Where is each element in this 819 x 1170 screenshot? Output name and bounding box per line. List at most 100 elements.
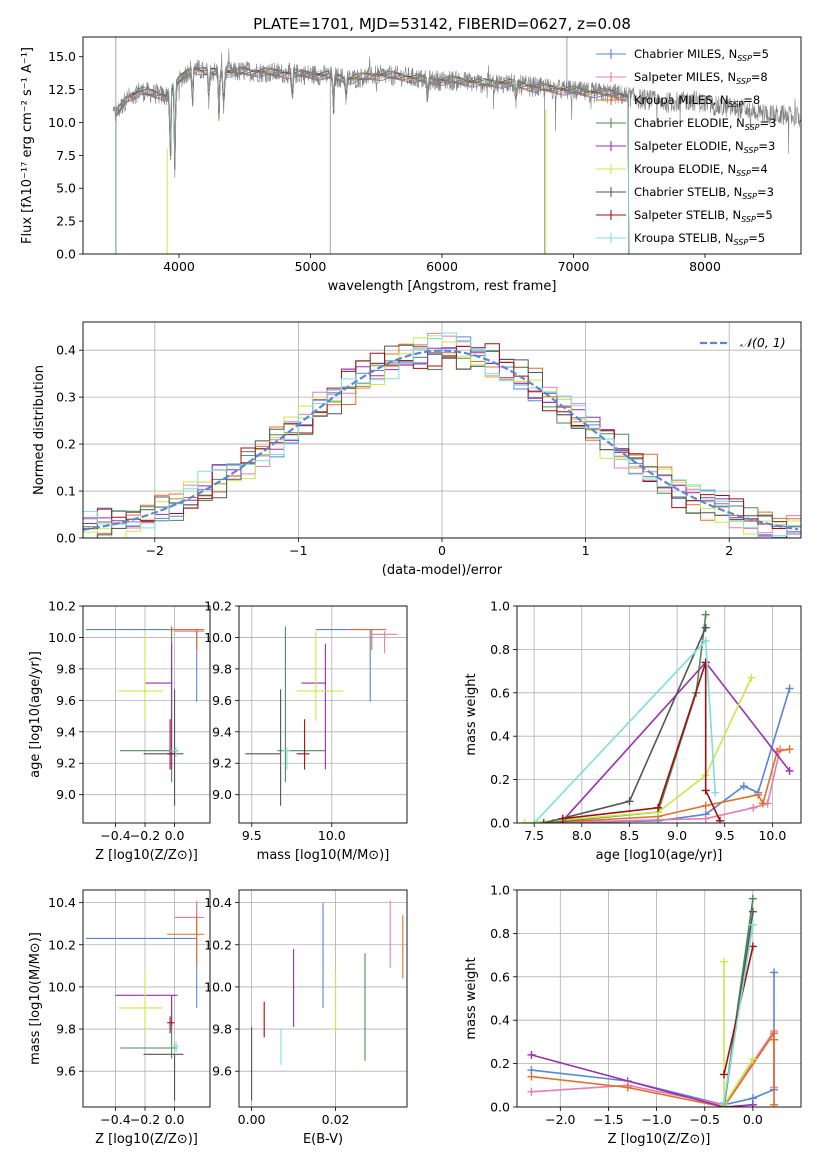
legend-value: =3 xyxy=(760,116,777,130)
errorbar-point-chabrier_elodie xyxy=(119,995,178,1059)
y-tick-label: 5.0 xyxy=(56,181,76,196)
weight-marker-kroupa_elodie xyxy=(748,1055,757,1064)
x-axis-label: Z [log10(Z/Z⊙)] xyxy=(608,1132,711,1147)
y-tick-label: 0.4 xyxy=(490,729,510,744)
legend-subscript: SSP xyxy=(745,123,760,132)
legend-label: Kroupa MILES, NSSP=8 xyxy=(634,93,760,109)
x-tick-label: −0.2 xyxy=(130,828,160,843)
weight-marker-salpeter_stelib xyxy=(654,803,663,812)
y-tick-label: 0.6 xyxy=(490,969,510,984)
y-tick-label: 9.6 xyxy=(212,1064,232,1079)
x-axis-label: age [log10(age/yr)] xyxy=(596,848,723,863)
errorbar-point-salpeter_miles xyxy=(174,900,205,937)
legend-subscript: SSP xyxy=(736,77,751,86)
y-tick-label: 2.5 xyxy=(56,214,76,229)
legend-text: Chabrier MILES, N xyxy=(634,47,737,61)
y-tick-label: 0.0 xyxy=(490,816,510,831)
y-tick-label: 9.2 xyxy=(56,756,76,771)
legend-text: Salpeter ELODIE, N xyxy=(634,139,744,153)
legend-label-normal: 𝒩(0, 1) xyxy=(740,335,786,350)
weight-marker-chabrier_stelib xyxy=(625,797,634,806)
panel-spectrum: 4000 5000 6000 7000 8000 0.0 2.5 5.0 7.5 10.0 12.5… xyxy=(20,36,802,294)
y-tick-label: 0.1 xyxy=(56,484,76,499)
errorbar-point-chabrier_stelib xyxy=(143,689,184,806)
weight-marker-salpeter_stelib xyxy=(719,1070,728,1079)
y-axis-label: age [log10(age/yr)] xyxy=(28,651,43,778)
legend-subscript: SSP xyxy=(737,54,752,63)
axes-frame xyxy=(516,605,802,824)
observed-spectrum xyxy=(112,48,801,178)
x-tick-label: 0.0 xyxy=(165,828,185,843)
weight-marker-kroupa_miles xyxy=(770,1035,779,1044)
weight-line-salpeter_elodie xyxy=(531,1054,753,1107)
errorbar-point-kroupa_elodie xyxy=(118,972,163,1034)
axes-frame xyxy=(238,889,408,1108)
residual-histogram-kroupa_stelib xyxy=(83,332,801,538)
y-tick-label: 0.6 xyxy=(490,685,510,700)
y-tick-label: 10.2 xyxy=(48,599,76,614)
panel-massweight_vs_Z: −2.0 −1.5 −1.0 −0.5 0.0 0.0 0.2 0.4 0.6 0.8 1.0 Z [… xyxy=(464,883,802,1147)
errorbar-point-kroupa_elodie xyxy=(296,631,343,721)
plot-area xyxy=(527,894,779,1107)
y-axis-label: mass weight xyxy=(464,957,479,1039)
x-axis-label: mass [log10(M/M⊙)] xyxy=(257,848,390,863)
axes-frame xyxy=(82,605,211,824)
axes-frame xyxy=(82,889,211,1108)
y-tick-label: 9.8 xyxy=(212,1022,232,1037)
y-tick-label: 0.8 xyxy=(490,642,510,657)
weight-line-salpeter_miles xyxy=(531,1028,775,1106)
y-tick-label: 9.6 xyxy=(56,1064,76,1079)
weight-line-chabrier_elodie xyxy=(543,614,707,823)
errorbar-point-salpeter_elodie xyxy=(301,643,326,770)
x-tick-label: −1.5 xyxy=(593,1112,623,1127)
x-tick-label: 8000 xyxy=(689,259,721,274)
x-tick-label: −1 xyxy=(289,543,307,558)
panel-age_vs_mass: 9.5 10.0 9.0 9.2 9.4 9.6 9.8 10.0 10.2 mass [log1… xyxy=(204,599,408,863)
weight-marker-kroupa_miles xyxy=(701,801,710,810)
weight-marker-chabrier_stelib xyxy=(539,819,548,823)
grid xyxy=(83,605,210,823)
axes-frame xyxy=(82,321,802,539)
y-tick-label: 0.0 xyxy=(56,531,76,546)
errorbar-point-kroupa_miles xyxy=(167,915,205,964)
errorbar-point-salpeter_elodie xyxy=(145,643,173,770)
x-tick-label: −0.2 xyxy=(130,1112,160,1127)
x-axis-label: E(B-V) xyxy=(303,1132,343,1147)
y-axis-label: mass [log10(M/M⊙)] xyxy=(28,932,43,1065)
y-tick-label: 9.4 xyxy=(56,724,76,739)
errorbar-point-salpeter_miles xyxy=(174,629,205,654)
y-tick-label: 10.4 xyxy=(204,895,232,910)
x-tick-label: −2 xyxy=(146,543,164,558)
x-tick-label: 7000 xyxy=(558,259,590,274)
legend-label: Chabrier STELIB, NSSP=3 xyxy=(634,185,774,201)
weight-marker-kroupa_elodie xyxy=(719,957,728,966)
y-tick-label: 0.2 xyxy=(490,1056,510,1071)
legend-value: =5 xyxy=(748,231,765,245)
errorbar-point-salpeter_stelib xyxy=(167,1016,175,1034)
errorbar-point-kroupa_miles xyxy=(349,629,387,651)
plot-area xyxy=(83,332,801,538)
errorbar-point-chabrier_miles xyxy=(85,902,198,1008)
legend-text: Kroupa STELIB, N xyxy=(634,231,734,245)
x-tick-label: −1.0 xyxy=(641,1112,671,1127)
weight-marker-kroupa_stelib xyxy=(530,819,539,823)
y-tick-label: 9.8 xyxy=(212,661,232,676)
errorbar-point-chabrier_elodie xyxy=(119,626,178,783)
errorbar-point-kroupa_miles xyxy=(167,629,205,651)
x-tick-label: 4000 xyxy=(163,259,195,274)
y-tick-label: 10.2 xyxy=(204,937,232,952)
x-tick-label: 1 xyxy=(582,543,590,558)
y-tick-label: 10.2 xyxy=(204,599,232,614)
weight-marker-salpeter_stelib xyxy=(701,658,710,667)
y-tick-label: 0.0 xyxy=(490,1100,510,1115)
legend-subscript: SSP xyxy=(742,192,757,201)
y-tick-label: 0.4 xyxy=(56,343,76,358)
legend-subscript: SSP xyxy=(736,169,751,178)
y-tick-label: 10.0 xyxy=(204,979,232,994)
weight-marker-kroupa_miles xyxy=(785,745,794,754)
axes-frame xyxy=(82,36,802,255)
panel-residuals: −2 −1 0 1 2 0.0 0.1 0.2 0.3 0.4 (data-model)/error… xyxy=(32,321,802,578)
plot-area xyxy=(251,900,404,1101)
legend-label: Kroupa STELIB, NSSP=5 xyxy=(634,231,765,247)
